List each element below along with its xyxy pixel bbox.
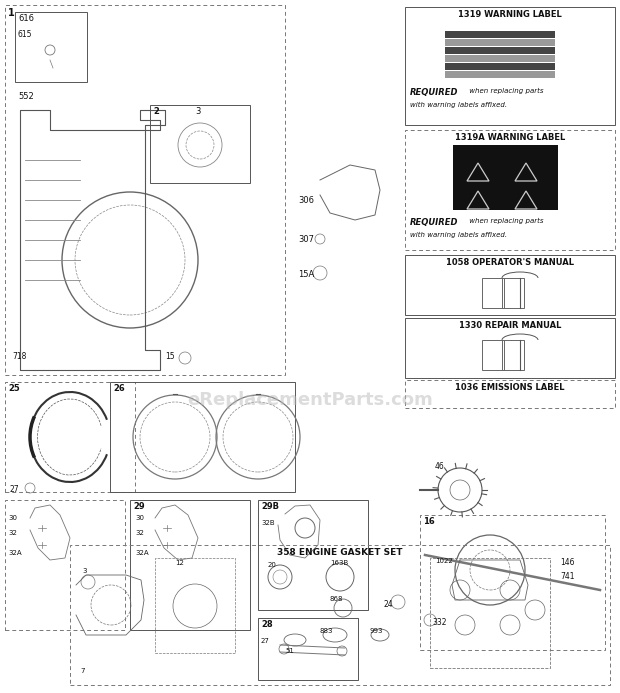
Text: 28: 28 [261, 620, 273, 629]
Text: 307: 307 [298, 235, 314, 244]
Text: 16: 16 [423, 517, 435, 526]
Text: 27: 27 [10, 485, 20, 494]
Text: when replacing parts: when replacing parts [467, 88, 544, 94]
Text: 2: 2 [153, 107, 159, 116]
Text: 1: 1 [8, 8, 15, 18]
Bar [445, 55, 555, 62]
Text: 552: 552 [18, 92, 33, 101]
Text: 7: 7 [80, 668, 84, 674]
Bar [445, 71, 555, 78]
Text: when replacing parts: when replacing parts [467, 218, 544, 224]
Bar [405, 318, 615, 378]
Bar [430, 558, 550, 668]
Text: 15: 15 [165, 352, 175, 361]
Text: 32A: 32A [8, 550, 22, 556]
Text: with warning labels affixed.: with warning labels affixed. [410, 232, 507, 238]
Text: 15A: 15A [298, 270, 314, 279]
Bar [130, 500, 250, 630]
Text: 1022: 1022 [435, 558, 453, 564]
Bar [482, 340, 504, 370]
Bar [420, 515, 605, 650]
Text: 24: 24 [384, 600, 394, 609]
Bar [155, 558, 235, 653]
Text: 615: 615 [18, 30, 32, 39]
Text: REQUIRED: REQUIRED [410, 88, 459, 97]
Text: 306: 306 [298, 196, 314, 205]
Bar [5, 500, 125, 630]
Text: 1058 OPERATOR'S MANUAL: 1058 OPERATOR'S MANUAL [446, 258, 574, 267]
Bar [445, 31, 555, 38]
Text: 29: 29 [133, 502, 144, 511]
Bar [405, 130, 615, 250]
Bar [258, 500, 368, 610]
Bar [502, 278, 524, 308]
Text: 1319A WARNING LABEL: 1319A WARNING LABEL [455, 133, 565, 142]
Bar [258, 618, 358, 680]
Bar [150, 105, 250, 183]
Text: 146: 146 [560, 558, 575, 567]
Text: 993: 993 [370, 628, 384, 634]
Text: 20: 20 [268, 562, 277, 568]
Bar [5, 5, 285, 375]
Text: 25: 25 [8, 384, 20, 393]
Text: 868: 868 [330, 596, 343, 602]
Bar [70, 545, 610, 685]
Bar [445, 63, 555, 70]
Text: 163B: 163B [330, 560, 348, 566]
Bar [405, 255, 615, 315]
Text: 32A: 32A [135, 550, 149, 556]
Text: 32: 32 [135, 530, 144, 536]
Bar [453, 145, 558, 210]
Bar [15, 12, 87, 82]
Bar [405, 7, 615, 125]
Text: 29B: 29B [261, 502, 279, 511]
Text: 332: 332 [432, 618, 446, 627]
Text: REQUIRED: REQUIRED [410, 218, 459, 227]
Bar [502, 340, 524, 370]
Text: with warning labels affixed.: with warning labels affixed. [410, 102, 507, 108]
Bar [445, 39, 555, 46]
Text: 30: 30 [135, 515, 144, 521]
Bar [110, 382, 295, 492]
Text: 1330 REPAIR MANUAL: 1330 REPAIR MANUAL [459, 321, 561, 330]
Bar [405, 380, 615, 408]
Text: 1036 EMISSIONS LABEL: 1036 EMISSIONS LABEL [455, 383, 565, 392]
Text: 32: 32 [8, 530, 17, 536]
Text: 32B: 32B [261, 520, 275, 526]
Text: 3: 3 [195, 107, 200, 116]
Bar [5, 382, 135, 492]
Text: 718: 718 [12, 352, 27, 361]
Text: 741: 741 [560, 572, 575, 581]
Text: 358 ENGINE GASKET SET: 358 ENGINE GASKET SET [277, 548, 403, 557]
Text: 27: 27 [261, 638, 270, 644]
Text: 46: 46 [435, 462, 445, 471]
Bar [445, 47, 555, 54]
Text: 26: 26 [113, 384, 125, 393]
Text: 1319 WARNING LABEL: 1319 WARNING LABEL [458, 10, 562, 19]
Bar [482, 278, 504, 308]
Text: 883: 883 [320, 628, 334, 634]
Text: 51: 51 [285, 648, 294, 654]
Text: 616: 616 [18, 14, 34, 23]
Text: 30: 30 [8, 515, 17, 521]
Text: eReplacementParts.com: eReplacementParts.com [187, 391, 433, 409]
Text: 3: 3 [82, 568, 87, 574]
Text: 12: 12 [175, 560, 184, 566]
